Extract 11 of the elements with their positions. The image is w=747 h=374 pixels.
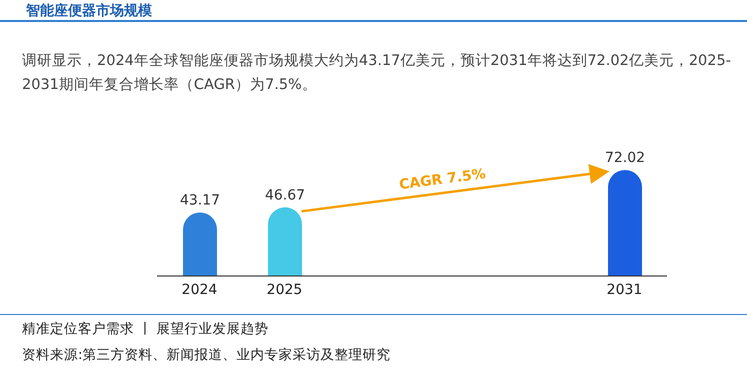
text: 资料来源:第三方资料、新闻报道、业内专家采访及整理研究: [22, 346, 391, 364]
x-tick-label: 2024: [182, 282, 218, 298]
x-tick-label: 2025: [266, 282, 302, 298]
annotation: CAGR 7.5%: [398, 166, 487, 194]
chart-subtitle: 调研显示，2024年全球智能座便器市场规模大约为43.17亿美元，预计2031年将达到72.02亿美元，2025-2031期间年复合增长率（CAGR）为7.5%。: [22, 52, 732, 95]
text: 精准定位客户需求 丨 展望行业发展趋势: [22, 320, 269, 338]
data-label: 72.02: [604, 150, 646, 166]
x-tick-label: 2031: [606, 282, 642, 298]
data-label: 46.67: [264, 187, 306, 204]
data-label: 43.17: [180, 192, 220, 208]
chart-title: 智能座便器市场规模: [26, 2, 152, 20]
